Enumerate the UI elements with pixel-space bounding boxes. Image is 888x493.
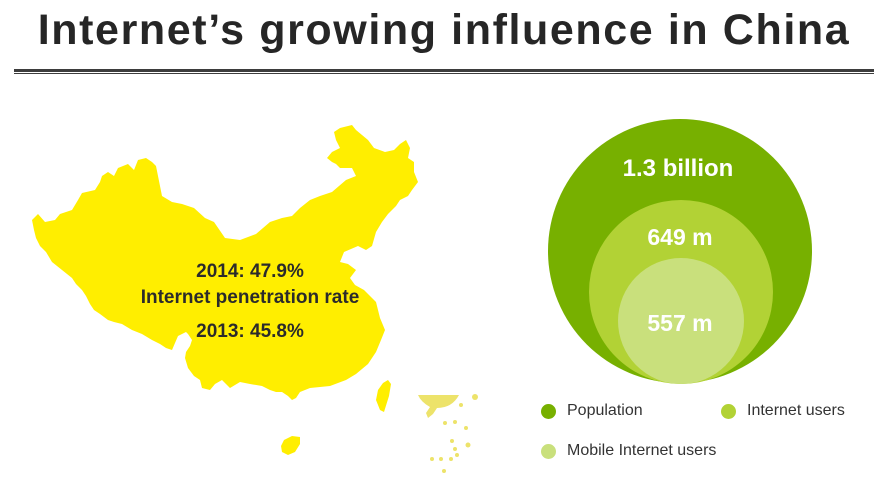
- legend-label: Internet users: [747, 402, 845, 419]
- population-value: 1.3 billion: [622, 155, 734, 182]
- penetration-2013: 2013: 45.8%: [196, 321, 304, 342]
- taiwan-island-shape: [376, 380, 391, 412]
- mobile-users-value: 557 m: [647, 310, 713, 336]
- south-china-sea-islands: [418, 394, 478, 473]
- china-mainland-shape: [32, 125, 418, 400]
- title-divider-thin: [14, 73, 874, 74]
- title-divider-thick: [14, 69, 874, 72]
- legend-dot-mobile-users-icon: [541, 443, 556, 459]
- page-title: Internet’s growing influence in China: [37, 6, 851, 54]
- legend-dot-population-icon: [541, 403, 556, 419]
- legend-item-internet-users: Internet users: [721, 402, 845, 420]
- legend-dot-internet-users-icon: [721, 403, 736, 419]
- internet-users-value: 649 m: [647, 224, 713, 250]
- penetration-rate-label: Internet penetration rate: [140, 287, 360, 308]
- legend-item-mobile-users: Mobile Internet users: [541, 442, 716, 460]
- legend-label: Population: [567, 402, 643, 419]
- legend-item-population: Population: [541, 402, 643, 420]
- penetration-2014: 2014: 47.9%: [196, 261, 304, 282]
- hainan-island-shape: [281, 436, 300, 455]
- mobile-users-bubble: [618, 258, 744, 384]
- legend-label: Mobile Internet users: [567, 442, 717, 459]
